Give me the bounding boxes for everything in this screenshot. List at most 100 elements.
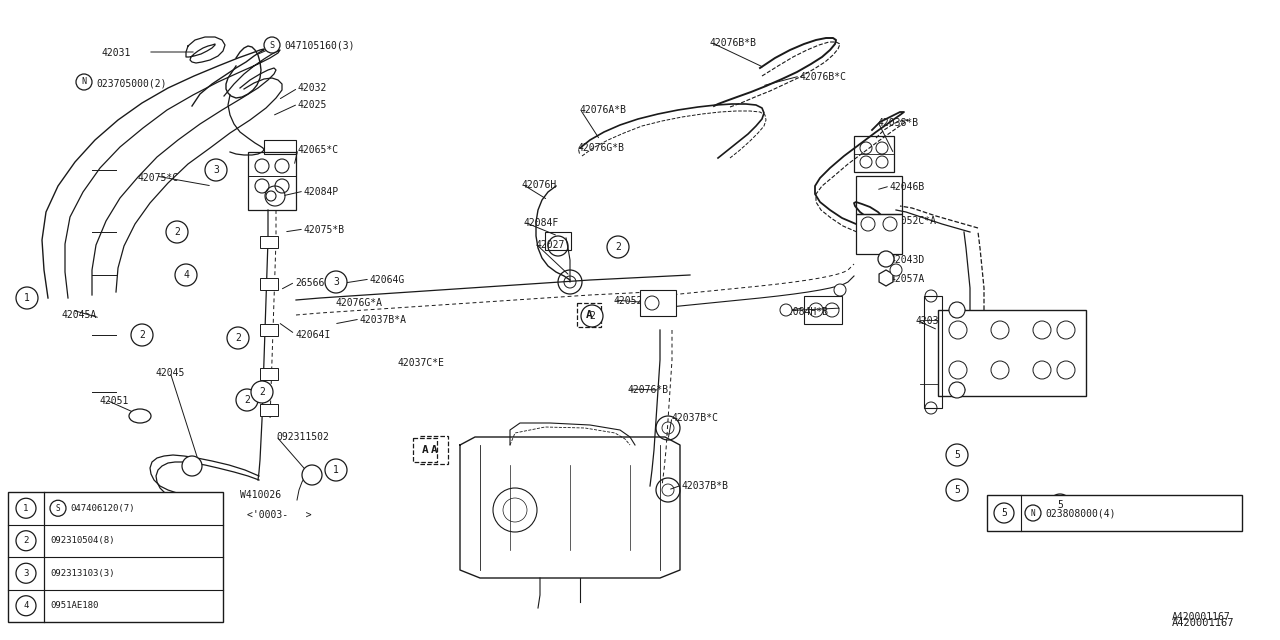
Text: <'0003-   >: <'0003- > [247, 510, 311, 520]
Text: 5: 5 [954, 450, 960, 460]
Text: 42057A: 42057A [890, 274, 925, 284]
Circle shape [835, 284, 846, 296]
Text: 42035: 42035 [916, 316, 946, 326]
Text: 42031: 42031 [102, 48, 132, 58]
Text: 5: 5 [1001, 508, 1007, 518]
Text: 42025: 42025 [298, 100, 328, 110]
Circle shape [1025, 505, 1041, 521]
Bar [248, 152, 296, 210]
Circle shape [948, 382, 965, 398]
Text: 42045A: 42045A [61, 310, 97, 320]
Circle shape [264, 37, 280, 53]
Circle shape [995, 503, 1014, 523]
Text: 42084F: 42084F [524, 218, 559, 228]
Text: 42076G*A: 42076G*A [335, 298, 381, 308]
Text: 42084H*B: 42084H*B [782, 307, 829, 317]
Circle shape [302, 465, 323, 485]
Text: S: S [56, 504, 60, 513]
Text: 4: 4 [183, 270, 189, 280]
Text: 42064I: 42064I [294, 330, 330, 340]
Circle shape [15, 287, 38, 309]
Circle shape [890, 264, 902, 276]
Text: N: N [1030, 509, 1036, 518]
Text: 42037B*C: 42037B*C [672, 413, 719, 423]
Bar [924, 296, 942, 408]
Text: 42051: 42051 [100, 396, 129, 406]
Circle shape [131, 324, 154, 346]
Text: 2: 2 [244, 395, 250, 405]
Text: 092310504(8): 092310504(8) [50, 536, 114, 545]
Text: 42076G*B: 42076G*B [579, 143, 625, 153]
Circle shape [581, 305, 603, 327]
Circle shape [15, 563, 36, 583]
Circle shape [878, 251, 893, 267]
Bar [260, 404, 278, 416]
Bar [854, 136, 893, 172]
Bar [987, 495, 1242, 531]
Bar [856, 176, 902, 214]
Circle shape [205, 159, 227, 181]
Bar [577, 303, 602, 327]
Text: 42052C*A: 42052C*A [890, 216, 937, 226]
Text: 42076B*B: 42076B*B [710, 38, 756, 48]
Text: A420001167: A420001167 [1172, 612, 1231, 622]
Text: 42084P: 42084P [305, 187, 339, 197]
Circle shape [166, 221, 188, 243]
Bar [260, 368, 278, 380]
Text: 42037B*B: 42037B*B [682, 481, 730, 491]
Text: 42032: 42032 [298, 83, 328, 93]
Text: 1: 1 [333, 465, 339, 475]
Text: 42043D: 42043D [890, 255, 925, 265]
Circle shape [325, 459, 347, 481]
Text: 3: 3 [212, 165, 219, 175]
Bar [260, 278, 278, 290]
Text: 42064G: 42064G [370, 275, 406, 285]
Bar [856, 214, 902, 254]
Text: 42045: 42045 [155, 368, 184, 378]
Circle shape [948, 302, 965, 318]
Bar [260, 236, 278, 248]
Text: A: A [421, 445, 429, 455]
Text: 0951AE180: 0951AE180 [50, 601, 99, 611]
Text: 42076B*C: 42076B*C [800, 72, 847, 82]
Circle shape [15, 531, 36, 551]
Text: 1: 1 [23, 504, 28, 513]
Text: 092311502: 092311502 [276, 432, 329, 442]
Text: 2: 2 [259, 387, 265, 397]
Circle shape [15, 499, 36, 518]
Circle shape [251, 381, 273, 403]
Text: 3: 3 [23, 569, 28, 578]
Text: 42076A*B: 42076A*B [580, 105, 627, 115]
Circle shape [946, 444, 968, 466]
Text: 42046B: 42046B [890, 182, 925, 192]
Circle shape [236, 389, 259, 411]
Text: 5: 5 [954, 485, 960, 495]
Text: 42027: 42027 [536, 240, 566, 250]
Text: 047105160(3): 047105160(3) [284, 41, 355, 51]
Text: 2: 2 [140, 330, 145, 340]
Text: 2: 2 [616, 242, 621, 252]
Bar [420, 436, 448, 464]
Circle shape [607, 236, 628, 258]
Bar [8, 492, 223, 622]
Text: 1: 1 [24, 293, 29, 303]
Circle shape [50, 500, 67, 516]
Circle shape [780, 304, 792, 316]
Text: 42075*B: 42075*B [305, 225, 346, 235]
Circle shape [1050, 494, 1071, 516]
Bar [640, 290, 676, 316]
Text: 26566C: 26566C [294, 278, 330, 288]
Text: A: A [586, 310, 593, 320]
Text: 42052C*C: 42052C*C [614, 296, 660, 306]
Text: A420001167: A420001167 [1172, 618, 1234, 628]
Text: 2: 2 [23, 536, 28, 545]
Text: 092313103(3): 092313103(3) [50, 569, 114, 578]
Text: S: S [270, 40, 274, 49]
Circle shape [325, 271, 347, 293]
Text: 4: 4 [23, 601, 28, 611]
Circle shape [15, 596, 36, 616]
Bar [804, 296, 842, 324]
Text: 42038*B: 42038*B [878, 118, 919, 128]
Text: 2: 2 [236, 333, 241, 343]
Circle shape [175, 264, 197, 286]
